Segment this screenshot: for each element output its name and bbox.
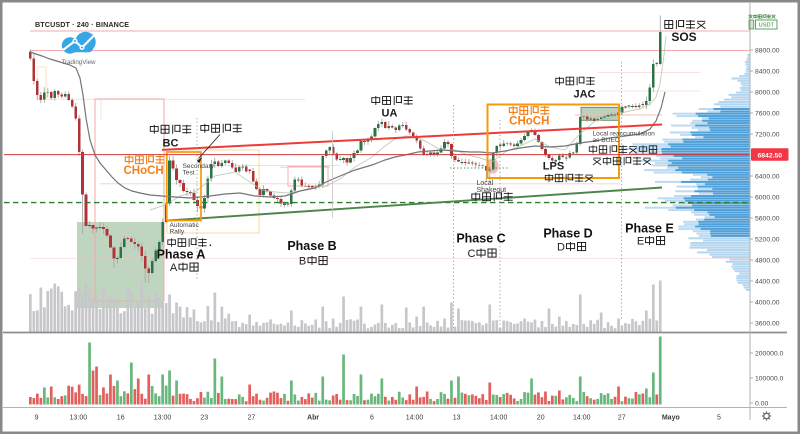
svg-text:.: . <box>209 238 212 249</box>
svg-text:100000.0: 100000.0 <box>755 375 784 382</box>
svg-text:6000.00: 6000.00 <box>755 194 780 201</box>
svg-text:USDT: USDT <box>759 23 775 29</box>
svg-text:BC: BC <box>163 138 179 150</box>
svg-text:7200.00: 7200.00 <box>755 131 780 138</box>
svg-text:4400.00: 4400.00 <box>755 278 780 285</box>
svg-text:6842.50: 6842.50 <box>758 152 783 159</box>
svg-text:CHoCH: CHoCH <box>509 116 549 128</box>
svg-text:E: E <box>637 236 644 248</box>
svg-text:Automatic: Automatic <box>170 222 200 229</box>
svg-text:Phase A: Phase A <box>157 248 206 262</box>
svg-text:9: 9 <box>35 415 39 422</box>
svg-text:BTCUSDT · 240 · BINANCE: BTCUSDT · 240 · BINANCE <box>35 20 129 29</box>
svg-text:Shakeout: Shakeout <box>477 187 507 194</box>
svg-text:13:00: 13:00 <box>70 415 88 422</box>
svg-text:14:00: 14:00 <box>490 415 508 422</box>
svg-text:UA: UA <box>382 108 398 120</box>
svg-text:Phase E: Phase E <box>625 222 674 236</box>
svg-text:Abr: Abr <box>307 415 319 422</box>
svg-text:B: B <box>299 256 306 268</box>
svg-text:Secondary: Secondary <box>183 163 215 170</box>
svg-text:8000.00: 8000.00 <box>755 89 780 96</box>
svg-text:0.00: 0.00 <box>755 400 768 407</box>
svg-text:13: 13 <box>453 415 461 422</box>
svg-text:23: 23 <box>200 415 208 422</box>
svg-text:14:00: 14:00 <box>573 415 591 422</box>
svg-text:6: 6 <box>370 415 374 422</box>
svg-text:8400.00: 8400.00 <box>755 68 780 75</box>
svg-text:LPS: LPS <box>543 160 564 172</box>
svg-text:13:00: 13:00 <box>154 415 172 422</box>
svg-text:CHoCH: CHoCH <box>123 165 163 177</box>
svg-text:Test: Test <box>183 169 195 176</box>
svg-text:TradingView: TradingView <box>61 59 96 66</box>
svg-text:SOS: SOS <box>671 30 696 44</box>
svg-text:5600.00: 5600.00 <box>755 215 780 222</box>
svg-text:200000.0: 200000.0 <box>755 350 784 357</box>
svg-text:as BUEC: as BUEC <box>593 137 620 144</box>
svg-text:27: 27 <box>248 415 256 422</box>
svg-text:JAC: JAC <box>573 88 595 100</box>
svg-text:Phase B: Phase B <box>287 239 336 253</box>
svg-text:3600.00: 3600.00 <box>755 320 780 327</box>
svg-text:Rally: Rally <box>170 229 185 236</box>
svg-text:Phase C: Phase C <box>456 232 505 246</box>
svg-text:7600.00: 7600.00 <box>755 110 780 117</box>
svg-text:4000.00: 4000.00 <box>755 299 780 306</box>
svg-text:5: 5 <box>717 415 721 422</box>
svg-text:6400.00: 6400.00 <box>755 173 780 180</box>
svg-text:4800.00: 4800.00 <box>755 257 780 264</box>
svg-text:16: 16 <box>117 415 125 422</box>
svg-text:14:00: 14:00 <box>406 415 424 422</box>
svg-text:5200.00: 5200.00 <box>755 236 780 243</box>
svg-text:27: 27 <box>618 415 626 422</box>
svg-text:C: C <box>468 248 476 260</box>
svg-text:20: 20 <box>537 415 545 422</box>
svg-text:Local: Local <box>477 180 494 187</box>
svg-text:Mayo: Mayo <box>662 415 680 422</box>
svg-text:D: D <box>557 242 565 254</box>
svg-text:A: A <box>170 262 178 274</box>
svg-text:Local reaccumulation: Local reaccumulation <box>593 130 656 137</box>
svg-text:8800.00: 8800.00 <box>755 47 780 54</box>
svg-text:Phase D: Phase D <box>543 227 592 241</box>
